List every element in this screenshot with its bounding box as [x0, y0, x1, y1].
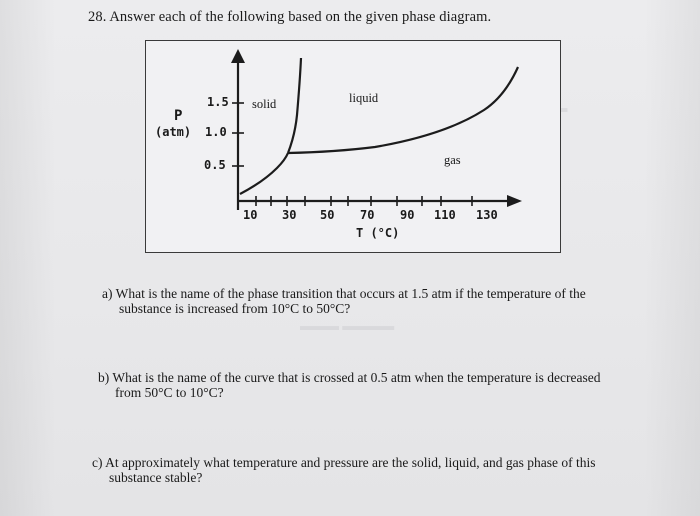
part-text-line2: from 50°C to 10°C?	[115, 385, 224, 400]
x-tick-label: 70	[360, 208, 375, 222]
question-part-c: c) At approximately what temperature and…	[92, 455, 596, 485]
x-axis-arrow-icon	[507, 195, 522, 207]
question-header: 28. Answer each of the following based o…	[88, 9, 492, 25]
part-text-line1: At approximately what temperature and pr…	[105, 455, 596, 470]
question-part-a: a) What is the name of the phase transit…	[102, 286, 586, 316]
part-label: b)	[98, 370, 110, 385]
y-tick-label: 1.0	[205, 125, 227, 139]
x-axis-title: T (°C)	[356, 226, 400, 240]
part-text-line1: What is the name of the curve that is cr…	[112, 370, 601, 385]
x-tick-label: 130	[476, 208, 498, 222]
vaporization-curve	[287, 66, 520, 155]
sublimation-curve	[239, 152, 290, 195]
part-text-line2: substance is increased from 10°C to 50°C…	[119, 301, 351, 316]
question-part-b: b) What is the name of the curve that is…	[98, 370, 600, 400]
part-text-line1: What is the name of the phase transition…	[115, 286, 586, 301]
x-tick-label: 90	[400, 208, 415, 222]
y-tick-label: 1.5	[207, 95, 229, 109]
x-tick-label: 110	[434, 208, 456, 222]
gas-region-label: gas	[444, 153, 461, 167]
x-tick-label: 30	[282, 208, 297, 222]
x-ticks	[255, 196, 473, 206]
part-label: a)	[102, 286, 113, 301]
phase-diagram-frame	[145, 40, 561, 253]
phase-diagram	[231, 49, 522, 210]
melting-curve	[286, 57, 303, 154]
y-axis-arrow-icon	[231, 49, 245, 63]
y-tick-label: 0.5	[204, 158, 226, 172]
bleed-through: ▬▬▬ ▬▬▬▬	[300, 318, 395, 333]
x-tick-label: 10	[243, 208, 258, 222]
part-text-line2: substance stable?	[109, 470, 203, 485]
y-axis-title-p: P	[174, 108, 183, 124]
solid-region-label: solid	[252, 97, 277, 111]
liquid-region-label: liquid	[349, 91, 379, 105]
part-label: c)	[92, 455, 103, 470]
x-tick-label: 50	[320, 208, 335, 222]
y-axis-title-unit: (atm)	[155, 125, 192, 139]
